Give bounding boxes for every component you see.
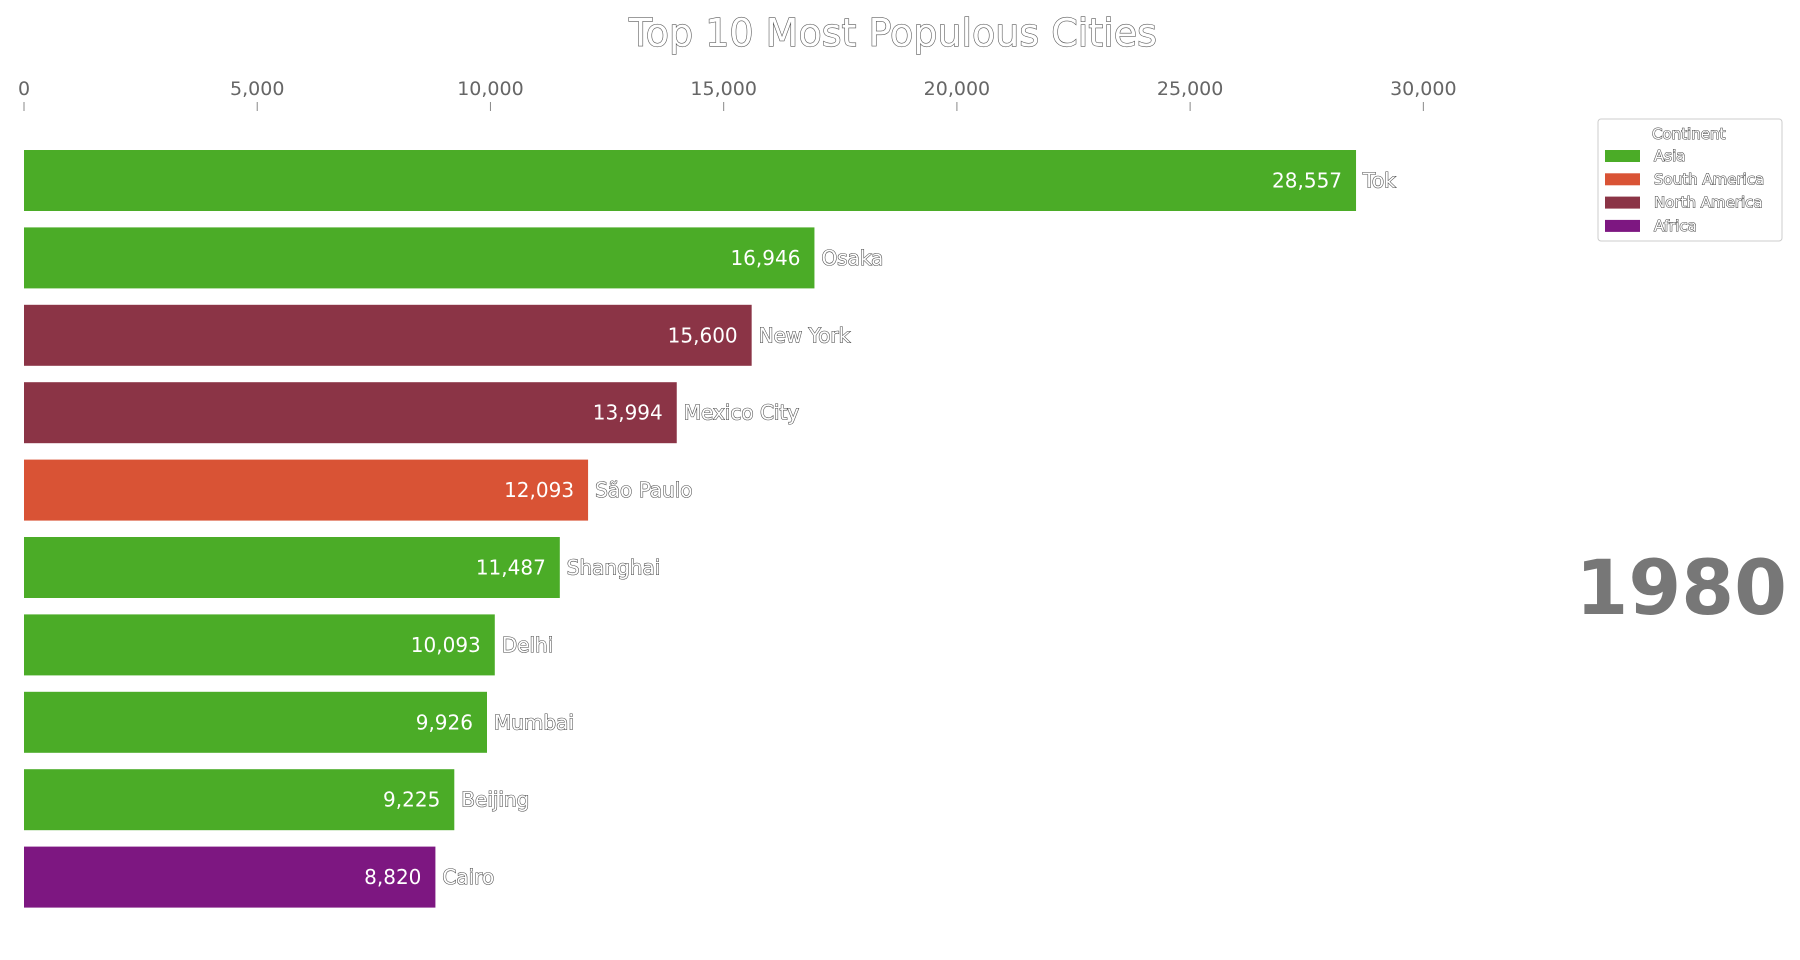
bar-category-label: Delhi [502, 633, 553, 657]
legend-frame [1597, 118, 1783, 242]
bar-value-label: 11,487 [476, 556, 546, 580]
bar-category-label: Beijing [461, 788, 529, 812]
legend-swatch [1605, 196, 1640, 209]
bar-category-label: Tok [1362, 169, 1396, 193]
bar-group: 11,487 Shanghai [24, 537, 661, 598]
legend-swatch [1605, 219, 1640, 232]
legend-entry-label: Africa [1654, 217, 1697, 235]
bar-value-label: 9,225 [383, 788, 440, 812]
bar [24, 382, 677, 444]
bar-category-label: Mumbai [494, 710, 574, 734]
bar-category-label: Mexico City [684, 401, 800, 425]
x-tick-label: 0 [18, 78, 30, 100]
bar-value-label: 13,994 [593, 401, 663, 425]
bar [24, 227, 815, 289]
bar-value-label: 16,946 [730, 246, 800, 270]
legend-entry-label: Asia [1654, 147, 1685, 165]
bar-value-label: 10,093 [411, 633, 481, 657]
bar [24, 769, 455, 831]
legend-swatch [1605, 150, 1640, 162]
bar [24, 691, 487, 753]
x-axis: 0 5,000 10,000 15,000 20,000 25,000 30,000 [18, 78, 1457, 111]
x-tick-label: 20,000 [924, 78, 990, 100]
legend-entry-label: North America [1654, 194, 1763, 212]
bar-value-label: 15,600 [668, 323, 738, 347]
bar-value-label: 9,926 [416, 710, 473, 734]
bar [24, 150, 1357, 211]
bar-category-label: Cairo [442, 865, 494, 889]
bar-group: 28,557 Tok [24, 150, 1397, 211]
year-label: 1980 [1575, 543, 1787, 632]
bar-group: 13,994 Mexico City [24, 382, 800, 444]
bar [24, 304, 752, 366]
x-tick-label: 5,000 [230, 78, 284, 100]
bar-group: 9,225 Beijing [24, 769, 530, 831]
bar-category-label: Osaka [821, 246, 883, 270]
bar [24, 537, 560, 598]
bar-group: 12,093 São Paulo [24, 459, 693, 521]
bars: 28,557 Tok 16,946 Osaka 15,600 New York 13,994… [24, 150, 1397, 908]
legend-swatch [1605, 173, 1640, 186]
bar [24, 846, 436, 908]
legend: Continent Asia South America North America A… [1597, 118, 1783, 242]
bar-group: 8,820 Cairo [24, 846, 495, 908]
x-tick-label: 30,000 [1390, 78, 1456, 100]
bar-group: 16,946 Osaka [24, 227, 884, 289]
bar-value-label: 28,557 [1272, 169, 1342, 193]
bar-group: 10,093 Delhi [24, 614, 554, 676]
bar [24, 459, 589, 521]
bar-value-label: 8,820 [364, 865, 421, 889]
bar-value-label: 12,093 [504, 478, 574, 502]
legend-entry-label: South America [1654, 170, 1764, 188]
x-tick-label: 15,000 [690, 78, 756, 100]
bar [24, 614, 495, 676]
bar-category-label: São Paulo [595, 478, 692, 502]
legend-title: Continent [1652, 125, 1725, 143]
x-tick-label: 10,000 [457, 78, 523, 100]
bar-group: 15,600 New York [24, 304, 851, 366]
bar-category-label: Shanghai [567, 556, 661, 580]
x-tick-label: 25,000 [1157, 78, 1223, 100]
chart-title: Top 10 Most Populous Cities [628, 11, 1157, 55]
bar-group: 9,926 Mumbai [24, 691, 574, 753]
bar-category-label: New York [759, 323, 851, 347]
